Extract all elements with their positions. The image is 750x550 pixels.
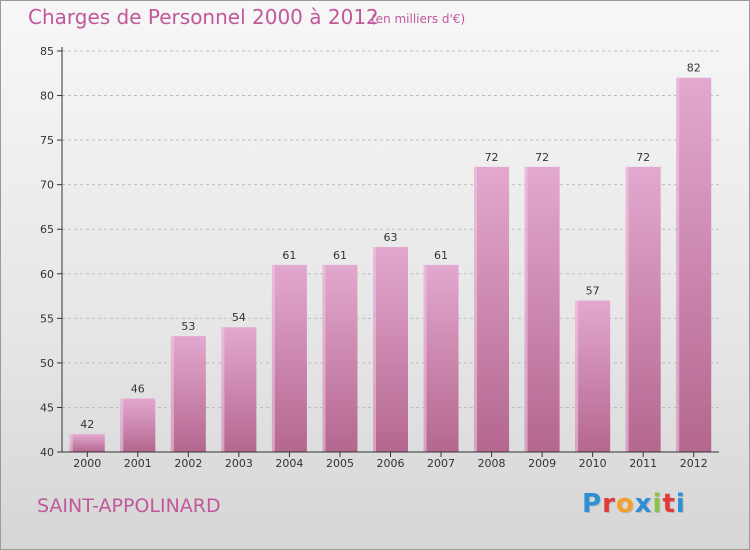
logo-letter: i [652,489,663,519]
bar-value-label: 63 [384,231,398,244]
logo-letter: P [582,489,603,519]
y-tick-label: 65 [40,223,54,236]
proxiti-logo[interactable]: Proxiti [582,489,686,519]
x-tick-label: 2010 [579,457,607,470]
x-tick-label: 2009 [528,457,556,470]
x-tick-label: 2002 [174,457,202,470]
chart-subtitle: (en milliers d'€) [371,12,466,26]
logo-letter: i [675,489,686,519]
bar-highlight [221,327,225,452]
bar-highlight [120,398,124,452]
bar-highlight [322,264,326,452]
bar [120,398,156,452]
x-tick-label: 2012 [680,457,708,470]
chart-title: Charges de Personnel 2000 à 2012 [28,5,379,29]
bar [474,166,510,452]
bar-highlight [625,166,629,452]
bar [423,264,459,452]
bar-highlight [271,264,275,452]
logo-letter: x [634,489,653,519]
bar-highlight [373,247,376,452]
logo-letter: o [615,489,635,519]
bar-highlight [474,166,478,452]
x-tick-label: 2003 [225,457,253,470]
bar [322,264,358,452]
x-tick-label: 2007 [427,457,455,470]
bar-highlight [69,434,73,452]
bar-highlight [575,300,579,452]
bar [69,434,105,452]
y-tick-label: 55 [40,312,54,325]
x-tick-label: 2011 [629,457,657,470]
y-tick-label: 80 [40,90,54,103]
bar [221,327,257,452]
bar-value-label: 72 [636,151,650,164]
bar-value-label: 82 [687,62,701,75]
x-tick-label: 2004 [275,457,303,470]
bar-value-label: 42 [80,418,94,431]
bar [271,264,307,452]
bar [625,166,661,452]
bar-highlight [423,264,427,452]
y-tick-label: 85 [40,45,54,58]
bar-highlight [170,336,174,452]
bar [373,247,408,452]
bar-value-label: 72 [485,151,499,164]
bar-value-label: 61 [282,249,296,262]
bar-value-label: 46 [131,383,145,396]
bars: 42 46 53 54 61 61 63 61 72 72 57 72 82 [69,62,712,452]
x-tick-label: 2000 [73,457,101,470]
x-tick-label: 2006 [377,457,405,470]
bar-value-label: 53 [181,320,195,333]
bar [575,300,611,452]
axes: 40 45 50 55 60 65 70 75 80 85 2000 2001 2002 2003 2004… [40,45,719,470]
bar-highlight [676,77,680,452]
bar-value-label: 61 [434,249,448,262]
y-tick-label: 50 [40,357,54,370]
y-tick-label: 75 [40,134,54,147]
x-tick-label: 2008 [478,457,506,470]
bar-highlight [524,166,528,452]
bar [170,336,206,452]
x-tick-label: 2001 [124,457,152,470]
commune-name: SAINT-APPOLINARD [37,495,221,517]
y-tick-label: 60 [40,268,54,281]
bar-value-label: 61 [333,249,347,262]
bar [524,166,560,452]
y-tick-label: 40 [40,446,54,459]
logo-letter: r [602,489,616,519]
logo-letter: t [662,489,676,519]
y-tick-label: 45 [40,401,54,414]
bar [676,77,712,452]
bar-value-label: 72 [535,151,549,164]
bar-value-label: 54 [232,311,246,324]
bar-value-label: 57 [586,285,600,298]
y-tick-label: 70 [40,179,54,192]
x-tick-label: 2005 [326,457,354,470]
